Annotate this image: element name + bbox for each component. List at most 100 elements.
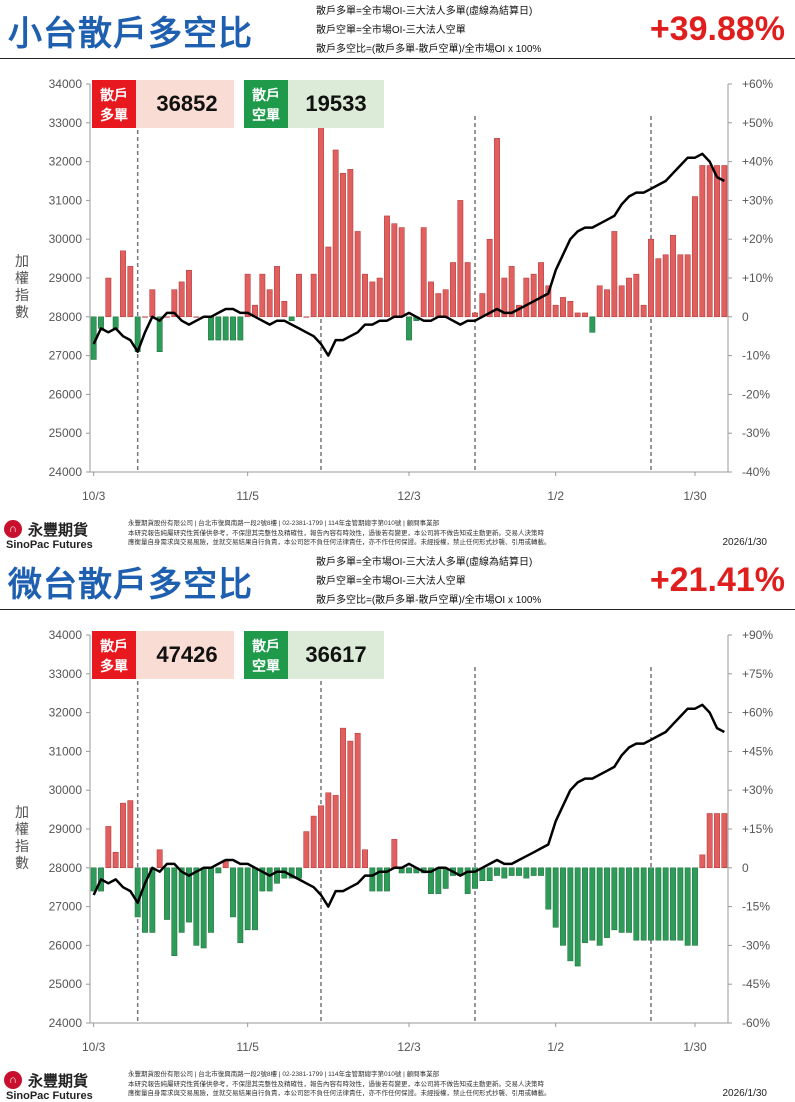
ratio-bar	[640, 867, 647, 941]
ratio-bar	[567, 867, 574, 962]
ratio-bar	[552, 867, 559, 928]
ratio-bar	[508, 266, 515, 318]
ratio-bar	[420, 227, 427, 318]
ratio-bar	[252, 867, 258, 931]
definition-line: 散戶多空比=(散戶多單-散戶空單)/全市場OI x 100%	[316, 595, 542, 606]
ratio-bar	[611, 867, 618, 931]
long-value: 36852	[156, 91, 217, 116]
ratio-bar	[567, 301, 574, 318]
ratio-bar	[640, 304, 647, 318]
right-tick-label: +60%	[742, 706, 773, 720]
left-tick-label: 25000	[49, 977, 83, 991]
short-value: 19533	[305, 91, 366, 116]
right-tick-label: -20%	[742, 387, 770, 401]
ratio-bar	[670, 867, 676, 941]
ratio-bar	[552, 304, 559, 318]
ratio-bar	[486, 238, 493, 318]
ratio-bar	[501, 867, 508, 879]
ratio-bar	[648, 238, 654, 318]
left-tick-label: 33000	[49, 667, 83, 681]
ratio-value: +39.88%	[649, 10, 785, 48]
ratio-bar	[618, 285, 625, 318]
x-tick-label: 1/2	[547, 1040, 564, 1054]
left-tick-label: 27000	[49, 900, 83, 914]
left-tick-label: 31000	[49, 193, 83, 207]
ratio-bar	[171, 867, 178, 956]
left-tick-label: 32000	[49, 706, 83, 720]
long-value-box	[136, 80, 234, 128]
ratio-value: +21.41%	[649, 561, 785, 599]
ratio-bar	[706, 165, 713, 318]
long-value-box	[136, 631, 234, 679]
ratio-bar	[655, 867, 662, 941]
ratio-bar	[677, 867, 684, 941]
left-tick-label: 28000	[49, 310, 83, 324]
ratio-bar	[259, 273, 266, 318]
ratio-bar	[222, 316, 229, 341]
ratio-bar	[501, 277, 508, 318]
ratio-bar	[626, 867, 632, 933]
ratio-bar	[435, 867, 442, 894]
ratio-bar	[582, 867, 588, 944]
ratio-bar	[186, 867, 192, 923]
divider	[0, 609, 795, 610]
ratio-bar	[655, 258, 662, 318]
ratio-bar	[325, 246, 332, 318]
left-tick-label: 34000	[49, 77, 83, 91]
definition-line: 散戶多單=全市場OI-三大法人多單(虛線為結算日)	[316, 557, 533, 568]
long-value: 47426	[156, 642, 217, 667]
ratio-bar	[384, 215, 390, 318]
ratio-bar	[178, 867, 185, 933]
ratio-bar	[340, 727, 346, 869]
right-tick-label: +60%	[742, 77, 773, 91]
ratio-bar	[178, 281, 185, 318]
ratio-bar	[354, 231, 361, 318]
logo-english: SinoPac Futures	[6, 539, 93, 551]
ratio-bar	[156, 316, 163, 352]
ratio-bar	[545, 867, 552, 910]
ratio-bar	[208, 867, 214, 933]
ratio-bar	[259, 867, 266, 892]
ratio-bar	[582, 312, 588, 318]
right-tick-label: +75%	[742, 667, 773, 681]
ratio-bar	[90, 867, 97, 892]
right-tick-label: +30%	[742, 193, 773, 207]
ratio-bar	[406, 867, 412, 874]
ratio-bar	[362, 849, 368, 869]
ratio-bar	[648, 867, 654, 941]
right-tick-label: +15%	[742, 822, 773, 836]
left-tick-label: 26000	[49, 938, 83, 952]
ratio-bar	[237, 867, 244, 944]
logo-icon: ∩	[4, 1071, 22, 1089]
ratio-bar	[230, 867, 236, 918]
ratio-bar	[450, 262, 456, 318]
right-tick-label: -60%	[742, 1016, 770, 1030]
disclaimer-line: 應衡量自身需求與交易風險，並就交易結果自行負責，本公司恕不負任何法律責任，亦不作…	[128, 1090, 551, 1097]
ratio-bar	[112, 852, 119, 869]
ratio-bar	[721, 813, 728, 869]
ratio-bar	[574, 312, 581, 318]
ratio-bar	[384, 867, 390, 892]
ratio-bar	[318, 805, 324, 869]
disclaimer-line: 應衡量自身需求與交易風險，並就交易結果自行負責，本公司恕不負任何法律責任，亦不作…	[128, 539, 551, 546]
panel-mini-tx: 小台散戶多空比 散戶多單=全市場OI-三大法人多單(虛線為結算日) 散戶空單=全…	[0, 6, 795, 551]
right-tick-label: -30%	[742, 426, 770, 440]
ratio-bar	[230, 316, 236, 341]
ratio-bar	[134, 867, 141, 918]
disclaimer: 永豐期貨股份有限公司 | 台北市復興南路一段2號8樓 | 02-2381-179…	[128, 519, 668, 548]
ratio-bar	[435, 293, 442, 318]
long-badge	[92, 631, 136, 679]
ratio-bar	[670, 235, 676, 318]
ratio-bar	[560, 867, 566, 946]
ratio-bar	[662, 254, 669, 318]
ratio-bar	[288, 316, 295, 321]
ratio-bar	[266, 289, 273, 318]
ratio-bar	[530, 273, 537, 318]
right-tick-label: +30%	[742, 783, 773, 797]
ratio-bar	[589, 867, 596, 941]
ratio-bar	[296, 867, 302, 879]
short-badge	[244, 80, 288, 128]
ratio-bar	[508, 867, 515, 876]
ratio-bar	[149, 289, 156, 318]
ratio-bar	[215, 316, 222, 341]
